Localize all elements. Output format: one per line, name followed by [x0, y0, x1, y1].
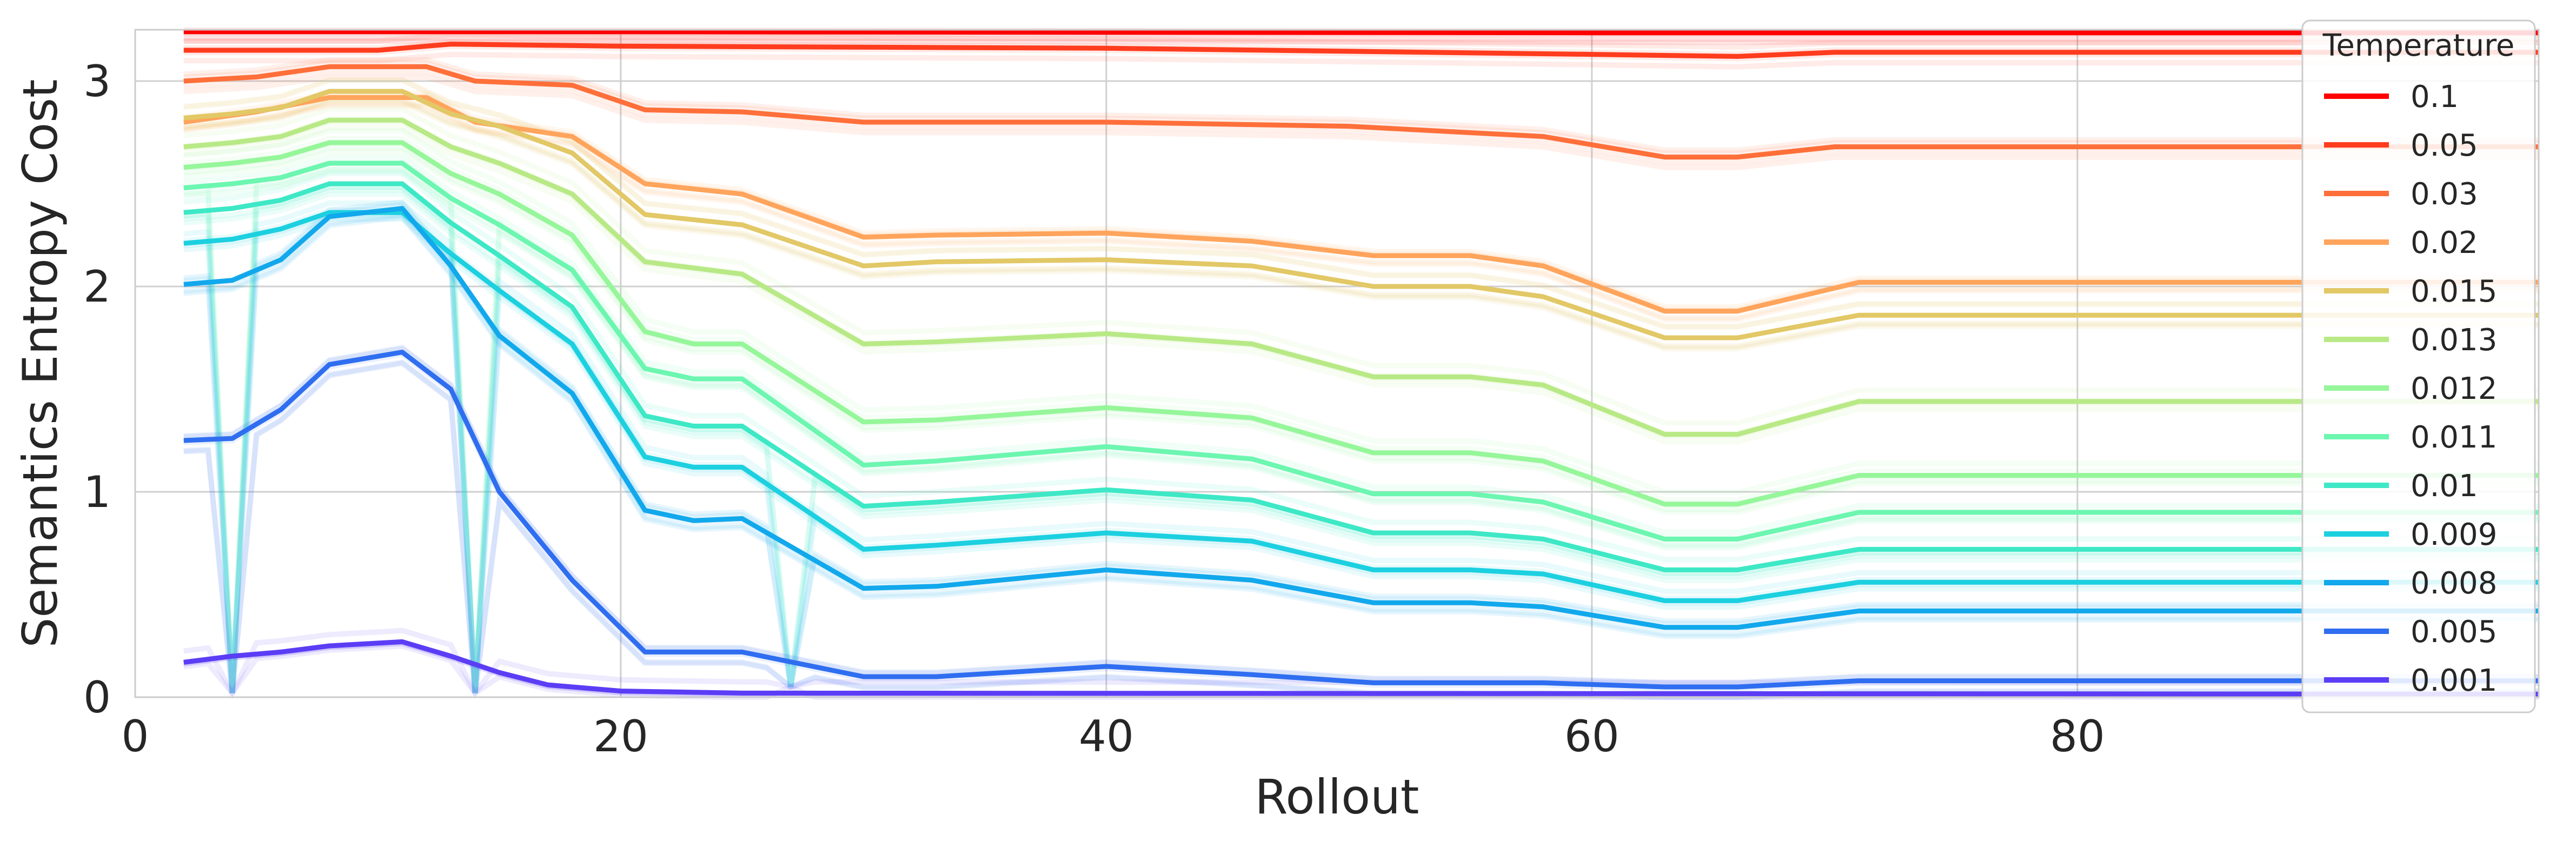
legend-label: 0.005 — [2411, 615, 2497, 650]
series-lines — [183, 29, 2539, 697]
legend-label: 0.013 — [2411, 323, 2497, 358]
background-rollout-line — [183, 106, 2539, 426]
background-rollout-line — [183, 148, 2539, 515]
background-rollout-line — [183, 74, 2539, 170]
background-rollout-line — [183, 167, 2539, 693]
series-line-0.02 — [183, 95, 2539, 314]
x-tick-label: 80 — [2050, 711, 2105, 762]
series-line-0.008 — [183, 206, 2539, 630]
background-rollout-line — [183, 101, 2539, 320]
legend-label: 0.008 — [2411, 566, 2497, 601]
background-rollout-line — [183, 103, 2539, 323]
background-rollout-line — [183, 216, 2539, 610]
y-tick-label: 2 — [83, 262, 111, 312]
legend-label: 0.05 — [2411, 128, 2478, 163]
background-rollout-line — [183, 136, 2539, 503]
background-rollout-line — [183, 187, 2539, 579]
series-line-0.03 — [183, 64, 2539, 160]
y-tick-label: 1 — [83, 467, 111, 517]
legend-label: 0.03 — [2411, 177, 2478, 212]
legend: Temperature 0.1 0.05 0.03 0.02 0.015 0.013 0.01… — [2301, 19, 2536, 713]
background-rollout-line — [183, 90, 2539, 310]
background-rollout-line — [183, 191, 2539, 583]
legend-label: 0.01 — [2411, 469, 2478, 504]
background-rollout-line — [183, 199, 2539, 693]
background-rollout-line — [183, 200, 2539, 693]
background-rollout-line — [183, 164, 2539, 546]
background-rollout-line — [183, 35, 2539, 42]
background-rollout-line — [183, 38, 2539, 45]
series-line-0.015 — [183, 89, 2539, 340]
background-rollout-line — [183, 96, 2539, 349]
legend-label: 0.015 — [2411, 274, 2497, 309]
series-line-0.005 — [183, 350, 2539, 690]
series-line-0.01 — [183, 181, 2539, 572]
background-rollout-line — [183, 169, 2539, 551]
background-rollout-line — [183, 32, 2539, 50]
series-line-0.1 — [183, 29, 2539, 36]
plot-frame — [134, 29, 2540, 698]
background-rollout-line — [183, 99, 2539, 352]
y-tick-label: 0 — [83, 672, 111, 723]
series-line-0.05 — [183, 42, 2539, 59]
background-rollout-line — [183, 214, 2539, 639]
legend-title: Temperature — [2322, 28, 2515, 63]
background-rollout-line — [183, 345, 2539, 686]
legend-label: 0.1 — [2411, 79, 2459, 115]
background-rollout-line — [183, 170, 2539, 562]
background-rollout-line — [183, 98, 2539, 350]
series-line-0.001 — [183, 639, 2539, 697]
x-tick-label: 20 — [593, 711, 648, 762]
legend-label: 0.009 — [2411, 517, 2497, 552]
x-tick-label: 0 — [122, 711, 149, 762]
legend-label: 0.001 — [2411, 663, 2497, 698]
axis-ticks: 0 20 40 60 80 0 1 2 3 — [83, 56, 2105, 762]
background-rollout-line — [183, 60, 2539, 156]
background-rollout-line — [183, 125, 2539, 445]
y-axis-title: Semantics Entropy Cost — [12, 79, 68, 647]
x-tick-label: 40 — [1079, 711, 1134, 762]
legend-label: 0.012 — [2411, 371, 2497, 406]
legend-label: 0.02 — [2411, 225, 2478, 261]
legend-label: 0.011 — [2411, 420, 2497, 455]
series-line-0.013 — [183, 117, 2539, 437]
background-rollout-line — [183, 51, 2539, 70]
series-line-0.012 — [183, 140, 2539, 507]
background-rollout-line — [183, 77, 2539, 329]
background-rollout-line — [183, 345, 2539, 685]
y-tick-label: 3 — [83, 56, 111, 106]
x-tick-label: 60 — [1564, 711, 1619, 762]
x-axis-title: Rollout — [1254, 769, 1419, 825]
background-rollout-line — [183, 128, 2539, 495]
background-rollout-line — [183, 78, 2539, 330]
background-rollout-line — [183, 212, 2539, 637]
background-rollout-line — [183, 69, 2539, 165]
background-rollout-line — [183, 57, 2539, 153]
background-rollout-line — [183, 145, 2539, 512]
series-line-0.011 — [183, 161, 2539, 542]
background-rollout-line — [183, 153, 2539, 535]
legend-box — [2301, 19, 2536, 713]
